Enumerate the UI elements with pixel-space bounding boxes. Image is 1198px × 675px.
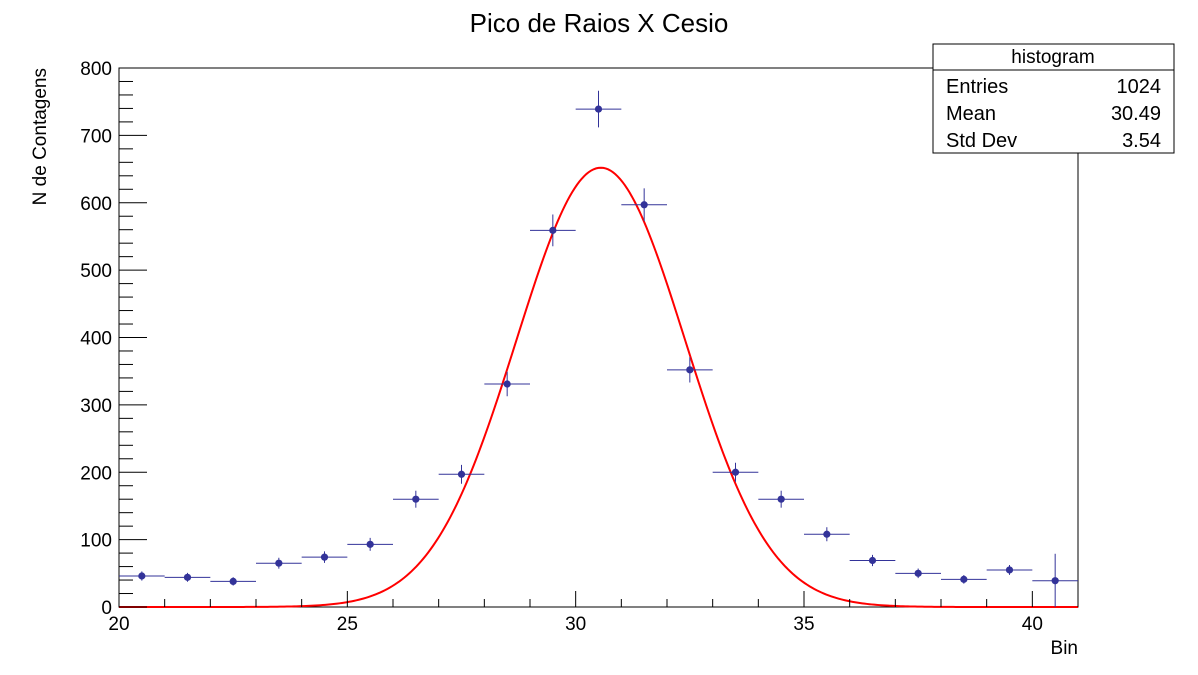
data-point bbox=[849, 554, 896, 567]
data-point bbox=[256, 557, 302, 569]
data-point bbox=[986, 564, 1033, 575]
data-point bbox=[895, 568, 941, 579]
y-tick-label: 100 bbox=[80, 531, 112, 552]
data-marker bbox=[275, 559, 283, 567]
y-tick-label: 600 bbox=[80, 194, 112, 215]
data-point bbox=[621, 188, 667, 222]
data-point bbox=[758, 490, 804, 508]
data-marker bbox=[1005, 566, 1014, 574]
data-point bbox=[575, 90, 622, 128]
x-tick-label: 25 bbox=[337, 614, 358, 635]
stats-box-frame bbox=[932, 43, 1175, 154]
data-marker bbox=[229, 577, 237, 585]
fit-layer bbox=[119, 166, 1078, 608]
y-tick-label: 500 bbox=[80, 261, 112, 282]
data-point bbox=[804, 527, 850, 542]
data-marker bbox=[914, 569, 922, 577]
stats-stddev-label: Std Dev bbox=[946, 130, 1017, 152]
data-marker bbox=[457, 470, 466, 478]
data-point bbox=[530, 214, 576, 247]
x-tick-label: 40 bbox=[1022, 614, 1043, 635]
data-marker bbox=[640, 201, 648, 209]
data-marker bbox=[503, 380, 511, 388]
y-tick-label: 400 bbox=[80, 329, 112, 350]
stats-stddev-value: 3.54 bbox=[1122, 130, 1161, 152]
data-marker bbox=[823, 530, 831, 538]
data-point bbox=[438, 464, 485, 484]
data-point bbox=[347, 537, 393, 551]
data-marker bbox=[686, 366, 694, 374]
data-point bbox=[484, 371, 530, 397]
y-tick-label: 200 bbox=[80, 463, 112, 484]
y-tick-label: 300 bbox=[80, 396, 112, 417]
data-marker bbox=[366, 540, 374, 548]
stats-entries-value: 1024 bbox=[1117, 76, 1162, 98]
data-marker bbox=[960, 575, 968, 583]
data-marker bbox=[549, 226, 557, 234]
stats-mean-value: 30.49 bbox=[1111, 103, 1161, 125]
data-marker bbox=[183, 573, 192, 581]
data-marker bbox=[868, 556, 877, 565]
data-point bbox=[393, 490, 439, 508]
data-marker bbox=[412, 495, 420, 503]
stats-box: histogram Entries 1024 Mean 30.49 Std De… bbox=[932, 43, 1175, 154]
data-point bbox=[210, 577, 256, 586]
data-marker bbox=[731, 468, 740, 476]
data-marker bbox=[320, 553, 329, 561]
data-layer bbox=[119, 90, 1078, 607]
stats-mean-label: Mean bbox=[946, 103, 996, 125]
stats-box-title: histogram bbox=[1011, 47, 1094, 68]
data-point bbox=[941, 575, 987, 584]
data-marker bbox=[1051, 577, 1059, 585]
data-marker bbox=[777, 495, 785, 503]
x-tick-label: 30 bbox=[565, 614, 586, 635]
data-point bbox=[1032, 553, 1078, 607]
y-axis-label: N de Contagens bbox=[30, 68, 51, 205]
y-tick-label: 700 bbox=[80, 126, 112, 147]
x-axis-label: Bin bbox=[1051, 638, 1078, 659]
chart-title: Pico de Raios X Cesio bbox=[470, 8, 729, 38]
data-point bbox=[119, 571, 165, 581]
data-marker bbox=[138, 572, 146, 580]
data-point bbox=[667, 357, 713, 383]
data-point bbox=[712, 462, 759, 482]
x-tick-label: 35 bbox=[793, 614, 814, 635]
y-tick-label: 800 bbox=[80, 59, 112, 80]
data-point bbox=[164, 572, 211, 582]
stats-entries-label: Entries bbox=[946, 76, 1008, 98]
x-tick-label: 20 bbox=[108, 614, 129, 635]
y-tick-label: 0 bbox=[101, 598, 112, 619]
data-point bbox=[301, 551, 348, 563]
data-marker bbox=[594, 105, 603, 113]
gaussian-fit-curve bbox=[119, 166, 1078, 608]
